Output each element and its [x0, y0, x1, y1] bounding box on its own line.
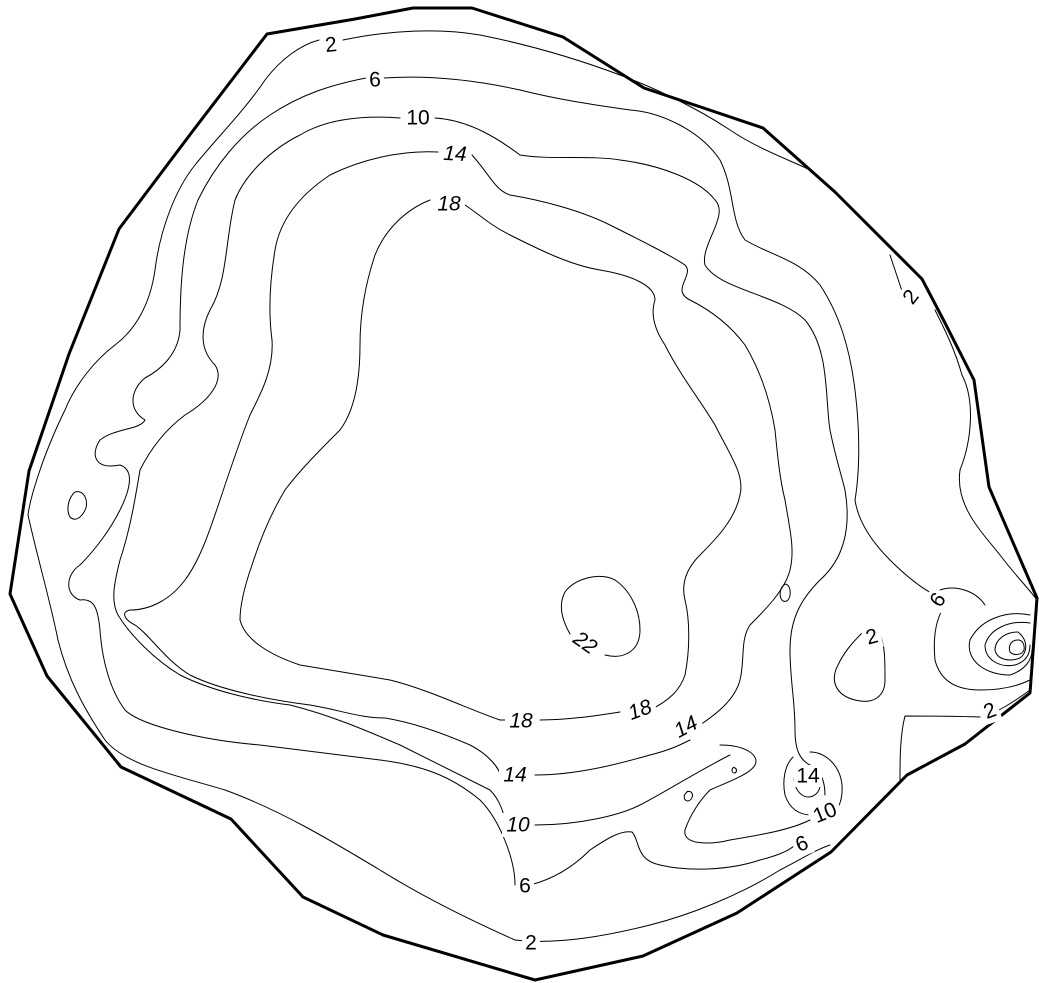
svg-text:2: 2 — [863, 624, 880, 649]
svg-text:14: 14 — [796, 765, 820, 788]
contour-6-main — [68, 76, 986, 886]
label-18-bottom-a: 18 — [505, 709, 537, 733]
label-6-bottom-b: 6 — [516, 874, 534, 898]
svg-text:2: 2 — [324, 33, 338, 57]
contour-10-main — [113, 116, 848, 844]
contour-14-small-oval — [731, 766, 737, 774]
svg-text:6: 6 — [519, 875, 531, 898]
label-2-ne: 2 — [896, 282, 926, 312]
contour-6-ring-2 — [984, 621, 1031, 667]
svg-text:18: 18 — [509, 710, 533, 733]
svg-text:2: 2 — [525, 932, 537, 955]
contour-2-main — [27, 30, 1038, 942]
contour-6-east-hole — [933, 604, 1031, 691]
contour-14-main — [124, 151, 793, 776]
label-18-bottom-b: 18 — [620, 693, 660, 727]
label-14-top: 14 — [438, 141, 472, 167]
label-2-se: 2 — [977, 696, 1003, 726]
svg-text:10: 10 — [406, 107, 429, 130]
label-2-bottom: 2 — [522, 931, 540, 955]
label-10-hole: 10 — [805, 795, 845, 831]
contour-labels: 2 6 10 14 18 2 6 2 — [320, 32, 1003, 955]
shoreline-boundary — [8, 6, 1039, 982]
contour-2-small-oval-e — [779, 583, 791, 602]
contour-2-small-oval-w — [67, 491, 87, 520]
contour-2-se-branch — [899, 689, 1031, 781]
svg-text:14: 14 — [503, 764, 526, 787]
label-6-top: 6 — [365, 67, 385, 93]
label-2-top: 2 — [320, 32, 342, 58]
contour-6-ring-1 — [968, 613, 1033, 676]
svg-text:10: 10 — [506, 814, 530, 837]
svg-text:14: 14 — [443, 142, 468, 166]
label-14-bottom-a: 14 — [499, 763, 531, 787]
label-22: 22 — [565, 623, 605, 663]
label-2-mid-east: 2 — [860, 623, 884, 651]
contour-6-ring-4 — [1008, 639, 1025, 655]
label-14-bottom-b: 14 — [666, 708, 706, 746]
contour-10-small-oval — [683, 790, 693, 802]
label-6-bottom-a: 6 — [789, 829, 815, 859]
contour-2-ring-east — [833, 629, 886, 702]
contour-18-main — [239, 199, 742, 721]
svg-text:18: 18 — [437, 193, 461, 216]
label-6-east: 6 — [923, 585, 953, 615]
label-10-bottom: 10 — [502, 813, 534, 837]
label-10-top: 10 — [402, 106, 434, 130]
contour-6-ring-3 — [994, 631, 1027, 661]
label-18-top: 18 — [433, 192, 465, 216]
contour-22-closed — [560, 576, 641, 657]
svg-text:6: 6 — [369, 68, 382, 92]
label-14-hole: 14 — [794, 765, 822, 788]
